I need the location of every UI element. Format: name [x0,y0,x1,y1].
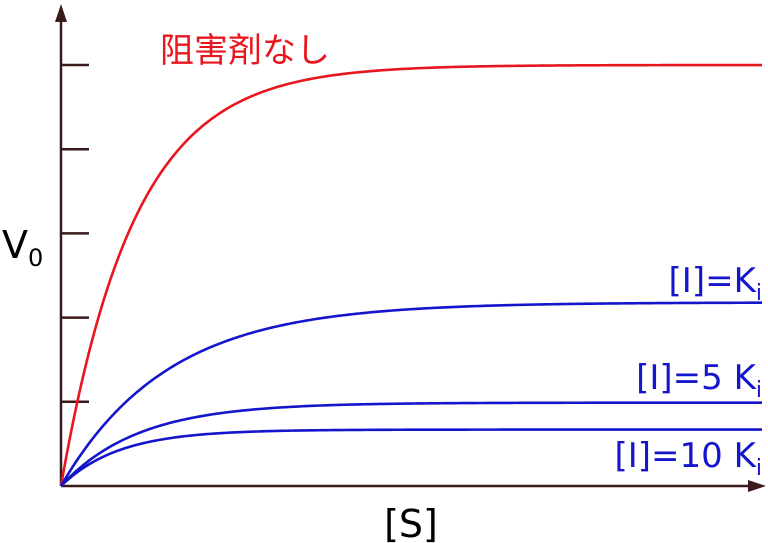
curves [59,63,763,487]
y-axis-label: V0 [2,223,43,272]
curve-series-1 [59,301,763,487]
x-axis-label: [S] [384,502,438,543]
series-label-no-inhibitor: 阻害剤なし [160,31,330,71]
x-axis-arrow [748,480,766,492]
series-label-i-ki: [I]=Ki [669,261,762,306]
series-label-i-5ki: [I]=5 Ki [636,358,762,403]
y-ticks [61,63,89,404]
curve-series-2 [60,401,762,487]
y-axis-arrow [55,4,67,22]
series-label-i-10ki: [I]=10 Ki [614,436,762,481]
curve-series-3 [60,428,762,487]
curve-series-0 [59,63,762,487]
